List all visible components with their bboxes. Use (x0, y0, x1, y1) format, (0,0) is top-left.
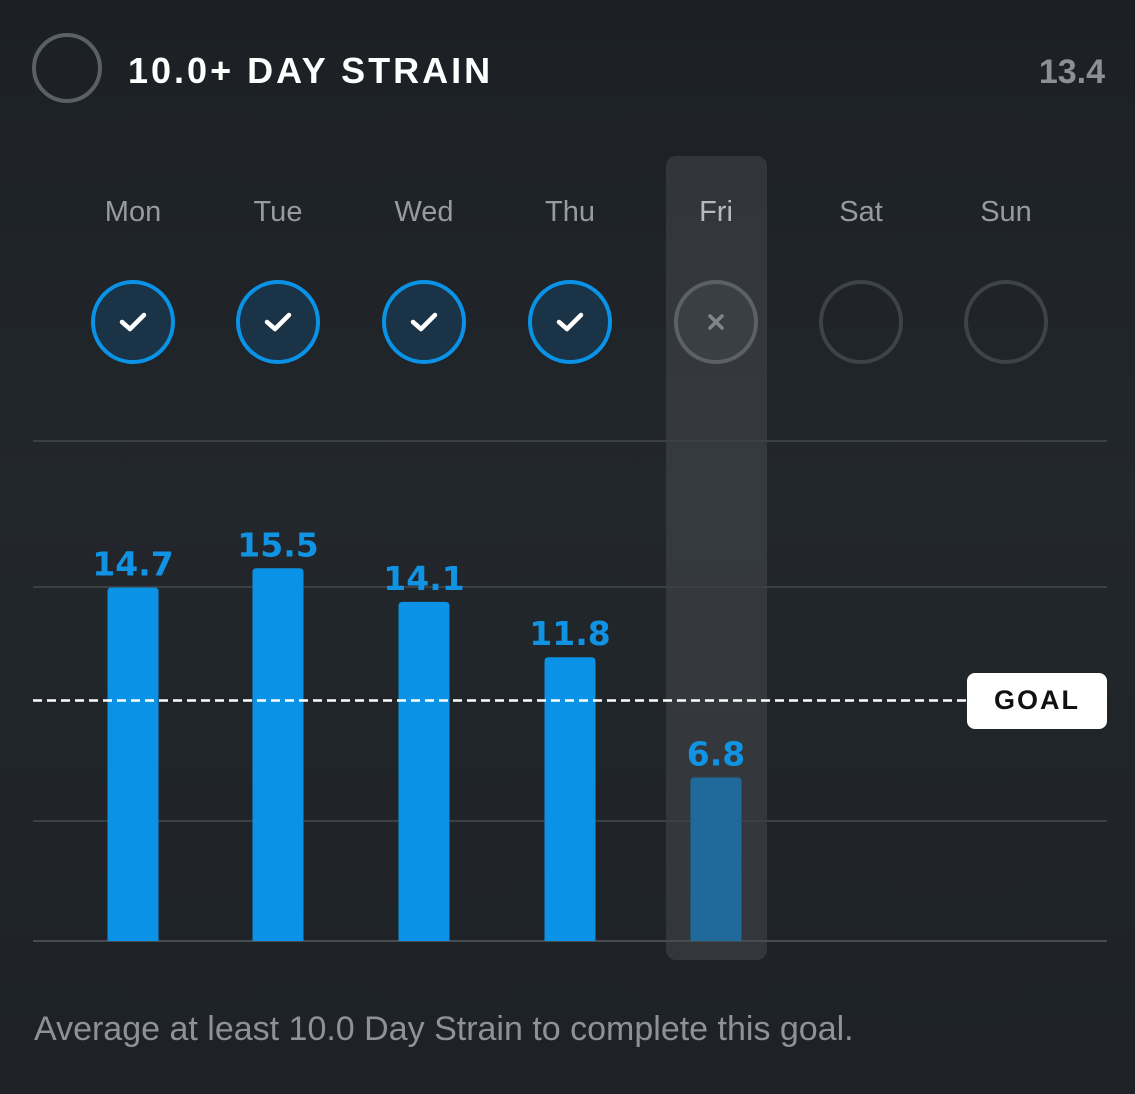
bar-value-label: 14.7 (92, 545, 173, 584)
day-label-wed[interactable]: Wed (394, 196, 454, 228)
day-status-mon[interactable] (91, 280, 175, 364)
current-strain-value: 13.4 (1038, 53, 1105, 91)
goal-title: 10.0+ DAY STRAIN (128, 50, 494, 91)
x-icon (708, 314, 724, 330)
day-status-thu[interactable] (528, 280, 612, 364)
day-label-sat[interactable]: Sat (839, 196, 883, 228)
bar-value-label: 14.1 (383, 559, 464, 598)
day-label-fri[interactable]: Fri (699, 196, 733, 228)
bar-thu[interactable] (544, 657, 596, 941)
day-status-wed[interactable] (382, 280, 466, 364)
check-icon (119, 312, 147, 332)
bar-value-label: 11.8 (529, 614, 610, 653)
day-status-fri[interactable] (674, 280, 758, 364)
bar-tue[interactable] (252, 568, 304, 941)
day-label-tue[interactable]: Tue (253, 196, 303, 228)
bar-mon[interactable] (107, 587, 159, 942)
day-status-sat[interactable] (819, 280, 903, 364)
day-label-thu[interactable]: Thu (545, 196, 595, 228)
day-label-sun[interactable]: Sun (980, 196, 1032, 228)
goal-description: Average at least 10.0 Day Strain to comp… (34, 1010, 854, 1048)
bar-fri[interactable] (690, 777, 742, 941)
bar-value-label: 15.5 (237, 525, 318, 564)
check-icon (556, 312, 584, 332)
bar-value-label: 6.8 (687, 734, 745, 773)
bar-wed[interactable] (398, 601, 450, 941)
day-label-mon[interactable]: Mon (104, 196, 162, 228)
goal-badge: GOAL (967, 672, 1107, 729)
goal-progress-ring (32, 33, 102, 103)
check-icon (410, 312, 438, 332)
check-icon (264, 312, 292, 332)
day-status-tue[interactable] (236, 280, 320, 364)
day-status-sun[interactable] (964, 280, 1048, 364)
